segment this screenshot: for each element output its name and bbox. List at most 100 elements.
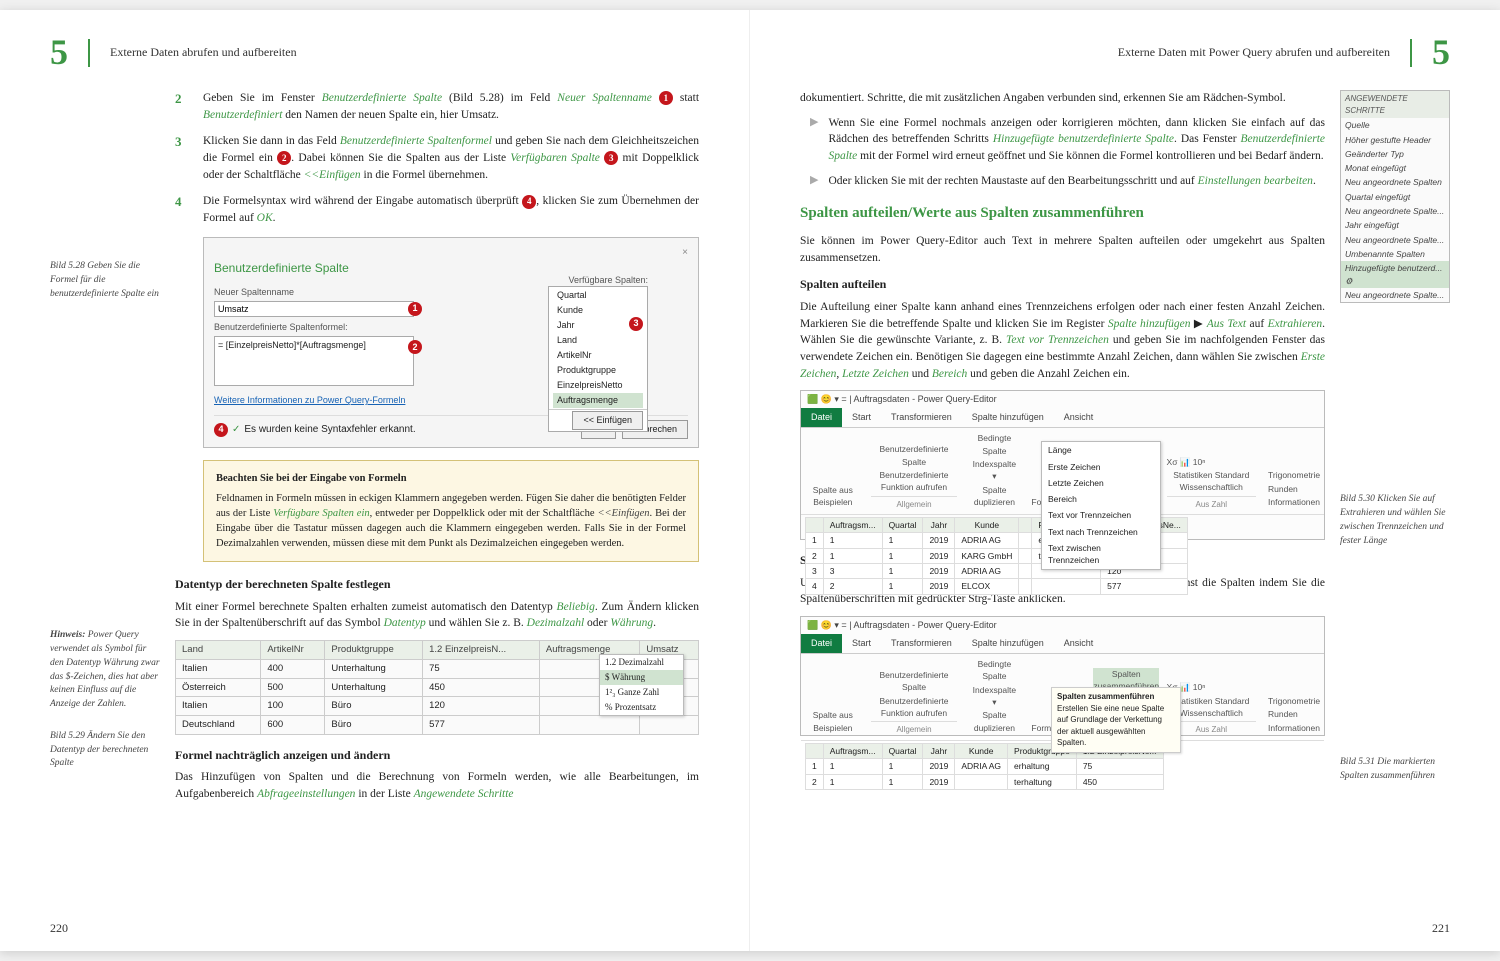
- page-number: 220: [50, 920, 68, 937]
- ribbon-btn[interactable]: Spalte aus Beispielen: [807, 484, 859, 509]
- step-item[interactable]: Umbenannte Spalten: [1341, 247, 1449, 261]
- tab-transformieren[interactable]: Transformieren: [881, 634, 962, 653]
- window-title: 🟩 😊 ▾ = | Auftragsdaten - Power Query-Ed…: [801, 617, 1324, 634]
- label-avail: Verfügbare Spalten:: [568, 274, 648, 287]
- ribbon-btn[interactable]: Runden: [1268, 483, 1298, 495]
- tab-datei[interactable]: Datei: [801, 634, 842, 653]
- tooltip-text: Erstellen Sie eine neue Spalte auf Grund…: [1057, 704, 1164, 748]
- formula-input[interactable]: = [EinzelpreisNetto]*[Auftragsmenge]: [214, 336, 414, 386]
- menu-item[interactable]: Text zwischen Trennzeichen: [1042, 540, 1160, 569]
- step-item[interactable]: Neu angeordnete Spalte...: [1341, 288, 1449, 302]
- menu-item[interactable]: Letzte Zeichen: [1042, 475, 1160, 491]
- triangle-icon: ▶: [810, 173, 818, 190]
- hint-label: Hinweis:: [50, 630, 85, 640]
- ribbon-btn[interactable]: Benutzerdefinierte Spalte: [871, 443, 958, 468]
- extract-menu[interactable]: Länge Erste Zeichen Letzte Zeichen Berei…: [1041, 441, 1161, 570]
- col-header[interactable]: 1.2 EinzelpreisN...: [423, 641, 540, 660]
- ribbon-btn[interactable]: Informationen: [1268, 722, 1320, 734]
- ribbon-btn[interactable]: Benutzerdefinierte Funktion aufrufen: [871, 695, 958, 720]
- callout-2: 2: [408, 340, 422, 354]
- ribbon-btn[interactable]: Bedingte Spalte: [969, 658, 1019, 683]
- menu-item[interactable]: Text vor Trennzeichen: [1042, 507, 1160, 523]
- panel-header: ANGEWENDETE SCHRITTE: [1341, 91, 1449, 118]
- ribbon-btn[interactable]: Spalte aus Beispielen: [807, 709, 859, 734]
- ribbon-btn[interactable]: Trigonometrie: [1268, 695, 1320, 707]
- datatype-dropdown[interactable]: 1.2 Dezimalzahl $ Währung 1²₃ Ganze Zahl…: [599, 654, 684, 716]
- ribbon-btn[interactable]: Trigonometrie: [1268, 469, 1320, 481]
- page-right: Externe Daten mit Power Query abrufen un…: [750, 10, 1500, 951]
- chapter-number: 5: [50, 26, 68, 78]
- menu-item[interactable]: Text nach Trennzeichen: [1042, 524, 1160, 540]
- new-column-name-input[interactable]: [214, 301, 414, 317]
- tab-datei[interactable]: Datei: [801, 408, 842, 427]
- ribbon-btn[interactable]: Benutzerdefinierte Funktion aufrufen: [871, 469, 958, 494]
- step-item[interactable]: Neu angeordnete Spalte...: [1341, 233, 1449, 247]
- bullet-item: ▶ Wenn Sie eine Formel nochmals anzeigen…: [810, 115, 1325, 165]
- list-item[interactable]: Kunde: [553, 303, 643, 318]
- step-item[interactable]: Geänderter Typ: [1341, 147, 1449, 161]
- ribbon-tabs: Datei Start Transformieren Spalte hinzuf…: [801, 634, 1324, 654]
- note-text: Feldnamen in Formeln müssen in eckigen K…: [216, 491, 686, 552]
- ribbon-btn[interactable]: Statistiken Standard Wissenschaftlich: [1167, 469, 1256, 494]
- tab-spalte-hinzufuegen[interactable]: Spalte hinzufügen: [962, 634, 1054, 653]
- step-item[interactable]: Höher gestufte Header: [1341, 133, 1449, 147]
- tab-start[interactable]: Start: [842, 408, 881, 427]
- hint-currency: Hinweis: Power Query verwendet als Symbo…: [50, 629, 160, 712]
- step-4: 4 Die Formelsyntax wird während der Eing…: [175, 193, 699, 226]
- step-item-selected[interactable]: Hinzugefügte benutzerd... ⚙: [1341, 261, 1449, 288]
- margin-column-left: Bild 5.28 Geben Sie die Formel für die b…: [50, 90, 160, 811]
- menu-item[interactable]: $ Währung: [600, 670, 683, 685]
- tab-ansicht[interactable]: Ansicht: [1054, 634, 1104, 653]
- list-item[interactable]: EinzelpreisNetto: [553, 378, 643, 393]
- header-title: Externe Daten mit Power Query abrufen un…: [1118, 44, 1390, 61]
- list-item[interactable]: Auftragsmenge: [553, 393, 643, 408]
- ribbon-btn[interactable]: Bedingte Spalte: [969, 432, 1019, 457]
- list-item[interactable]: Produktgruppe: [553, 363, 643, 378]
- chapter-number: 5: [1432, 26, 1450, 78]
- book-spread: 5 Externe Daten abrufen und aufbereiten …: [0, 10, 1500, 951]
- ribbon-btn[interactable]: Benutzerdefinierte Spalte: [871, 669, 958, 694]
- menu-item[interactable]: Bereich: [1042, 491, 1160, 507]
- paragraph-formula-edit: Das Hinzufügen von Spalten und die Berec…: [175, 769, 699, 802]
- step-item[interactable]: Jahr eingefügt: [1341, 218, 1449, 232]
- page-number: 221: [1432, 920, 1450, 937]
- step-text: Die Formelsyntax wird während der Eingab…: [203, 193, 699, 226]
- close-icon[interactable]: ×: [214, 246, 688, 261]
- tab-start[interactable]: Start: [842, 634, 881, 653]
- menu-item[interactable]: 1.2 Dezimalzahl: [600, 655, 683, 670]
- syntax-status: Es wurden keine Syntaxfehler erkannt.: [244, 423, 415, 438]
- step-item[interactable]: Neu angeordnete Spalten: [1341, 175, 1449, 189]
- menu-item[interactable]: Erste Zeichen: [1042, 459, 1160, 475]
- ribbon-btn[interactable]: Spalte duplizieren: [969, 709, 1019, 734]
- insert-button[interactable]: << Einfügen: [572, 411, 643, 430]
- col-header[interactable]: Land: [176, 641, 261, 660]
- table-row: Deutschland600Büro577: [176, 716, 699, 735]
- col-header[interactable]: ArtikelNr: [261, 641, 325, 660]
- tab-transformieren[interactable]: Transformieren: [881, 408, 962, 427]
- ribbon-btn[interactable]: Spalte duplizieren: [969, 484, 1019, 509]
- ribbon-btn[interactable]: Runden: [1268, 708, 1298, 720]
- step-item[interactable]: Quartal eingefügt: [1341, 190, 1449, 204]
- col-header[interactable]: Produktgruppe: [325, 641, 423, 660]
- ribbon-btn[interactable]: Informationen: [1268, 496, 1320, 508]
- available-columns-list[interactable]: Quartal Kunde Jahr Land ArtikelNr Produk…: [548, 286, 648, 432]
- step-number: 2: [175, 90, 191, 123]
- tab-ansicht[interactable]: Ansicht: [1054, 408, 1104, 427]
- gear-icon[interactable]: ⚙: [1345, 276, 1353, 286]
- paragraph-split: Die Aufteilung einer Spalte kann anhand …: [800, 299, 1325, 382]
- note-box: Beachten Sie bei der Eingabe von Formeln…: [203, 460, 699, 562]
- paragraph-datatype: Mit einer Formel berechnete Spalten erha…: [175, 599, 699, 632]
- step-item[interactable]: Monat eingefügt: [1341, 161, 1449, 175]
- tab-spalte-hinzufuegen[interactable]: Spalte hinzufügen: [962, 408, 1054, 427]
- list-item[interactable]: Quartal: [553, 288, 643, 303]
- ribbon-btn[interactable]: Indexspalte ▾: [969, 684, 1019, 709]
- step-item[interactable]: Neu angeordnete Spalte...: [1341, 204, 1449, 218]
- list-item[interactable]: ArtikelNr: [553, 348, 643, 363]
- menu-item[interactable]: % Prozentsatz: [600, 700, 683, 715]
- step-item[interactable]: Quelle: [1341, 118, 1449, 132]
- list-item[interactable]: Land: [553, 333, 643, 348]
- ribbon-btn[interactable]: Indexspalte ▾: [969, 458, 1019, 483]
- menu-item[interactable]: Länge: [1042, 442, 1160, 458]
- menu-item[interactable]: 1²₃ Ganze Zahl: [600, 685, 683, 700]
- heading-formula-edit: Formel nachträglich anzeigen und ändern: [175, 747, 699, 764]
